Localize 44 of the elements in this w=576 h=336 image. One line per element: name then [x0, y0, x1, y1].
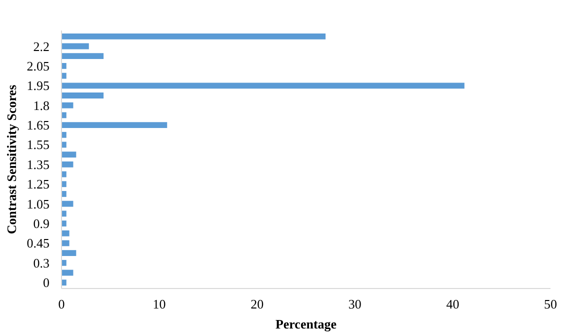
- y-tick-label: 1.95: [26, 78, 50, 94]
- bar: [62, 161, 74, 168]
- y-tick-label: 0: [43, 275, 50, 290]
- y-tick-label: 1.65: [26, 118, 50, 133]
- x-tick-label: 20: [250, 296, 264, 312]
- y-tick-label: 1.8: [33, 98, 50, 113]
- bar: [62, 122, 168, 128]
- y-tick-label: 2.2: [33, 38, 50, 54]
- bar: [62, 220, 66, 226]
- bar: [62, 33, 326, 40]
- bar: [62, 112, 66, 118]
- x-tick-label: 40: [446, 296, 460, 312]
- bar: [62, 72, 66, 79]
- y-tick-label: 1.05: [26, 196, 50, 212]
- x-tick-label: 50: [544, 296, 557, 312]
- x-tick-label: 30: [348, 296, 362, 312]
- bar: [62, 210, 66, 217]
- bar: [62, 260, 66, 266]
- y-tick-label: 2.05: [26, 58, 50, 74]
- x-axis-title: Percentage: [275, 316, 337, 332]
- bar: [62, 102, 74, 108]
- bar: [62, 240, 70, 246]
- y-tick-label: 1.35: [26, 156, 50, 172]
- bar: [62, 200, 74, 207]
- bar: [62, 250, 76, 256]
- bar: [62, 230, 70, 236]
- bar: [62, 53, 104, 60]
- y-tick-label: 1.55: [26, 137, 50, 152]
- bar: [62, 280, 66, 286]
- bar: [62, 62, 66, 69]
- bar: [62, 82, 464, 89]
- x-tick-label: 0: [58, 296, 65, 312]
- bar: [62, 43, 89, 50]
- y-tick-label: 1.25: [26, 176, 50, 192]
- bar: [62, 132, 66, 138]
- bar: [62, 181, 66, 188]
- y-tick-label: 0.3: [33, 255, 50, 270]
- y-axis-title: Contrast Sensitivity Scores: [4, 84, 19, 234]
- bar: [62, 191, 66, 197]
- bar: [62, 92, 104, 98]
- x-tick-label: 10: [152, 296, 166, 312]
- bar: [62, 152, 76, 158]
- y-tick-label: 0.45: [26, 236, 50, 251]
- y-tick-label: 0.9: [33, 216, 50, 232]
